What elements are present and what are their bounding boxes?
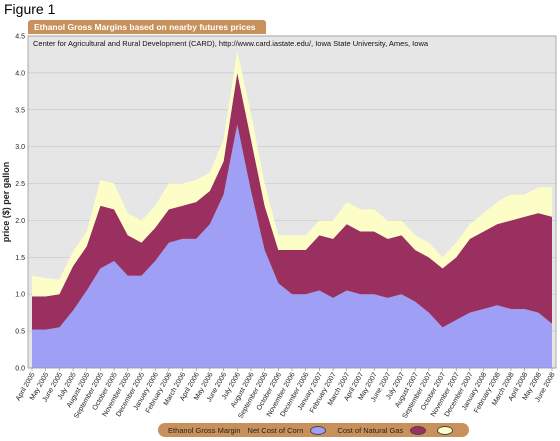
legend-swatch-gas [410,425,427,435]
legend-swatch-corn [310,425,327,435]
y-tick-label: 0.5 [15,329,25,336]
y-tick-label: 2.5 [15,181,25,188]
y-tick-label: 1.5 [15,255,25,262]
y-tick-labels: 0.0 0.5 1.0 1.5 2.0 2.5 3.0 3.5 4.0 4.5 [15,34,25,373]
figure-label: Figure 1 [4,1,56,17]
y-tick-label: 3.5 [15,107,25,114]
y-tick-label: 4.0 [15,70,25,77]
area-gas [32,72,552,330]
y-tick-label: 4.5 [15,34,25,41]
legend: Ethanol Gross Margin Net Cost of Corn Co… [158,423,470,437]
area-margin [32,50,552,297]
data-areas [32,50,552,369]
y-tick-label: 1.0 [15,292,25,299]
y-axis-label: price ($) per gallon [1,162,11,243]
legend-label-margin: Ethanol Gross Margin [168,425,241,435]
chart-title: Ethanol Gross Margins based on nearby fu… [28,20,266,34]
legend-label-gas: Cost of Natural Gas [337,425,404,435]
y-tick-label: 3.0 [15,144,25,151]
legend-label-corn: Net Cost of Corn [247,425,304,435]
y-tick-label: 0.0 [15,366,25,373]
chart-subtitle: Center for Agricultural and Rural Develo… [33,39,429,48]
legend-swatch-margin [437,425,454,435]
y-tick-label: 2.0 [15,218,25,225]
